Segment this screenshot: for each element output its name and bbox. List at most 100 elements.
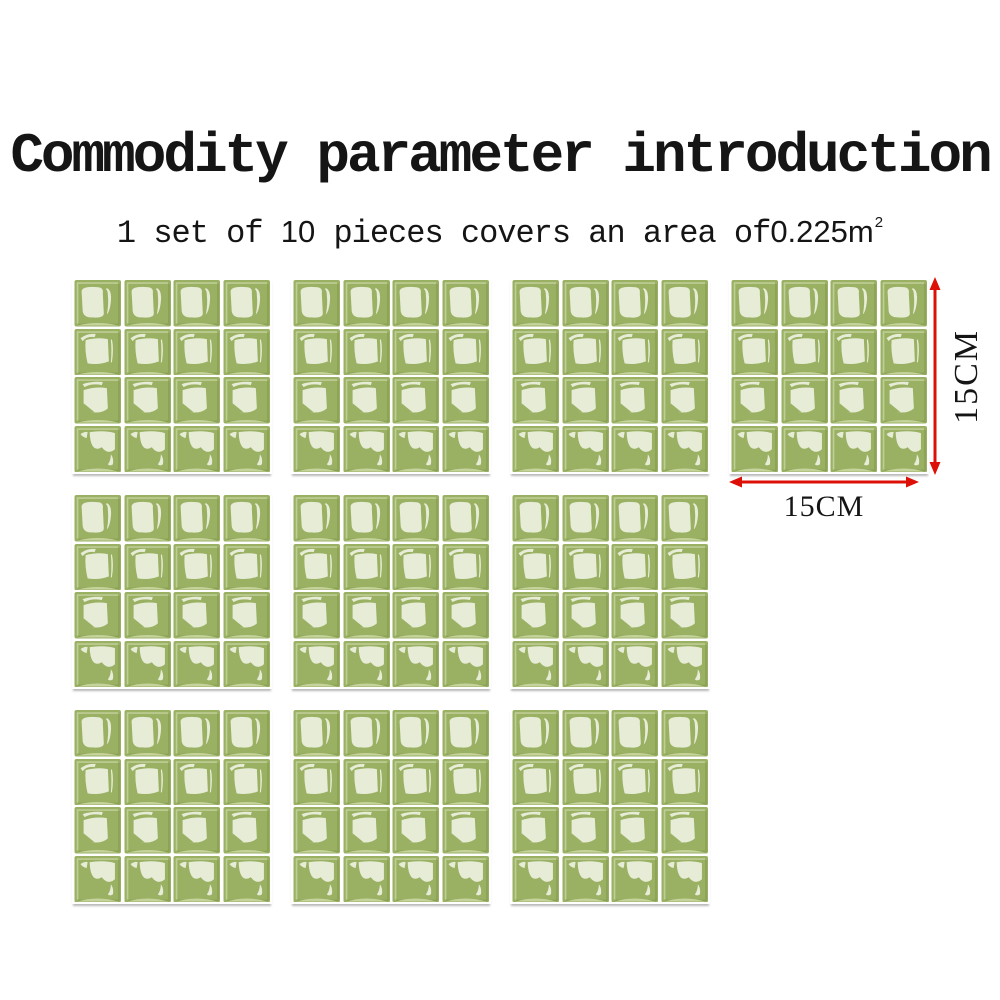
mosaic-tile	[611, 592, 659, 639]
mosaic-tile	[731, 329, 779, 376]
mosaic-tile	[124, 544, 172, 591]
sheet-row	[72, 278, 929, 474]
mosaic-tile	[880, 280, 928, 327]
mosaic-tile	[781, 280, 829, 327]
mosaic-tile	[512, 710, 560, 757]
mosaic-tile	[661, 592, 709, 639]
mosaic-tile	[442, 377, 490, 424]
mosaic-tile	[293, 544, 341, 591]
mosaic-tile	[562, 641, 610, 688]
mosaic-tile	[124, 710, 172, 757]
mosaic-tile	[781, 426, 829, 473]
mosaic-tile	[611, 544, 659, 591]
mosaic-tile	[512, 377, 560, 424]
mosaic-tile	[74, 641, 122, 688]
subtitle-prefix: 1 set of	[116, 215, 281, 252]
mosaic-tile	[661, 807, 709, 854]
mosaic-tile	[343, 592, 391, 639]
mosaic-tile	[173, 280, 221, 327]
mosaic-tile	[392, 329, 440, 376]
mosaic-tile	[731, 426, 779, 473]
mosaic-tile	[293, 710, 341, 757]
mosaic-tile	[223, 377, 271, 424]
mosaic-tile	[661, 426, 709, 473]
mosaic-tile	[611, 426, 659, 473]
mosaic-tile	[124, 329, 172, 376]
mosaic-tile	[343, 495, 391, 542]
width-dimension-arrow	[729, 476, 919, 488]
mosaic-tile	[293, 426, 341, 473]
mosaic-tile	[661, 641, 709, 688]
mosaic-tile	[611, 495, 659, 542]
mosaic-tile	[223, 807, 271, 854]
mosaic-tile	[661, 759, 709, 806]
mosaic-tile	[611, 710, 659, 757]
mosaic-tile	[392, 280, 440, 327]
mosaic-tile	[173, 329, 221, 376]
tile-sheet	[291, 708, 491, 904]
mosaic-tile	[661, 377, 709, 424]
tile-sheet	[510, 493, 710, 689]
mosaic-tile	[124, 856, 172, 903]
mosaic-tile	[74, 856, 122, 903]
mosaic-tile	[223, 280, 271, 327]
subtitle-quantity: 10	[280, 214, 316, 249]
mosaic-tile	[562, 495, 610, 542]
tile-sheet	[510, 708, 710, 904]
mosaic-tile	[442, 495, 490, 542]
mosaic-tile	[74, 280, 122, 327]
mosaic-tile	[293, 807, 341, 854]
mosaic-tile	[173, 641, 221, 688]
width-dimension-label: 15CM	[783, 490, 865, 523]
mosaic-tile	[173, 377, 221, 424]
mosaic-tile	[223, 544, 271, 591]
mosaic-tile	[293, 759, 341, 806]
tile-sheet	[729, 278, 929, 474]
mosaic-tile	[442, 544, 490, 591]
mosaic-tile	[223, 329, 271, 376]
mosaic-tile	[343, 807, 391, 854]
mosaic-tile	[74, 592, 122, 639]
mosaic-tile	[512, 641, 560, 688]
subtitle-middle: pieces covers an area of	[315, 215, 771, 252]
mosaic-tile	[343, 329, 391, 376]
mosaic-tile	[661, 710, 709, 757]
mosaic-tile	[173, 495, 221, 542]
tile-sheet	[510, 278, 710, 474]
mosaic-tile	[173, 759, 221, 806]
mosaic-tile	[392, 495, 440, 542]
height-dimension-label: 15CM	[948, 328, 985, 424]
mosaic-tile	[442, 759, 490, 806]
mosaic-tile	[343, 710, 391, 757]
mosaic-tile	[74, 495, 122, 542]
mosaic-tile	[293, 329, 341, 376]
mosaic-tile	[880, 426, 928, 473]
mosaic-tile	[74, 329, 122, 376]
tile-sheet	[291, 278, 491, 474]
mosaic-tile	[223, 710, 271, 757]
mosaic-tile	[392, 641, 440, 688]
mosaic-tile	[74, 710, 122, 757]
mosaic-tile	[442, 807, 490, 854]
mosaic-tile	[124, 495, 172, 542]
mosaic-tile	[223, 495, 271, 542]
mosaic-tile	[124, 641, 172, 688]
mosaic-tile	[223, 759, 271, 806]
mosaic-tile	[830, 426, 878, 473]
mosaic-tile	[223, 426, 271, 473]
mosaic-tile	[392, 592, 440, 639]
mosaic-tile	[392, 544, 440, 591]
mosaic-tile	[124, 377, 172, 424]
mosaic-tile	[293, 856, 341, 903]
mosaic-tile	[562, 544, 610, 591]
mosaic-tile	[392, 759, 440, 806]
mosaic-tile	[442, 329, 490, 376]
mosaic-tile	[611, 856, 659, 903]
mosaic-tile	[830, 329, 878, 376]
mosaic-tile	[343, 280, 391, 327]
mosaic-tile	[74, 544, 122, 591]
mosaic-tile	[611, 641, 659, 688]
mosaic-tile	[661, 280, 709, 327]
mosaic-tile	[223, 641, 271, 688]
